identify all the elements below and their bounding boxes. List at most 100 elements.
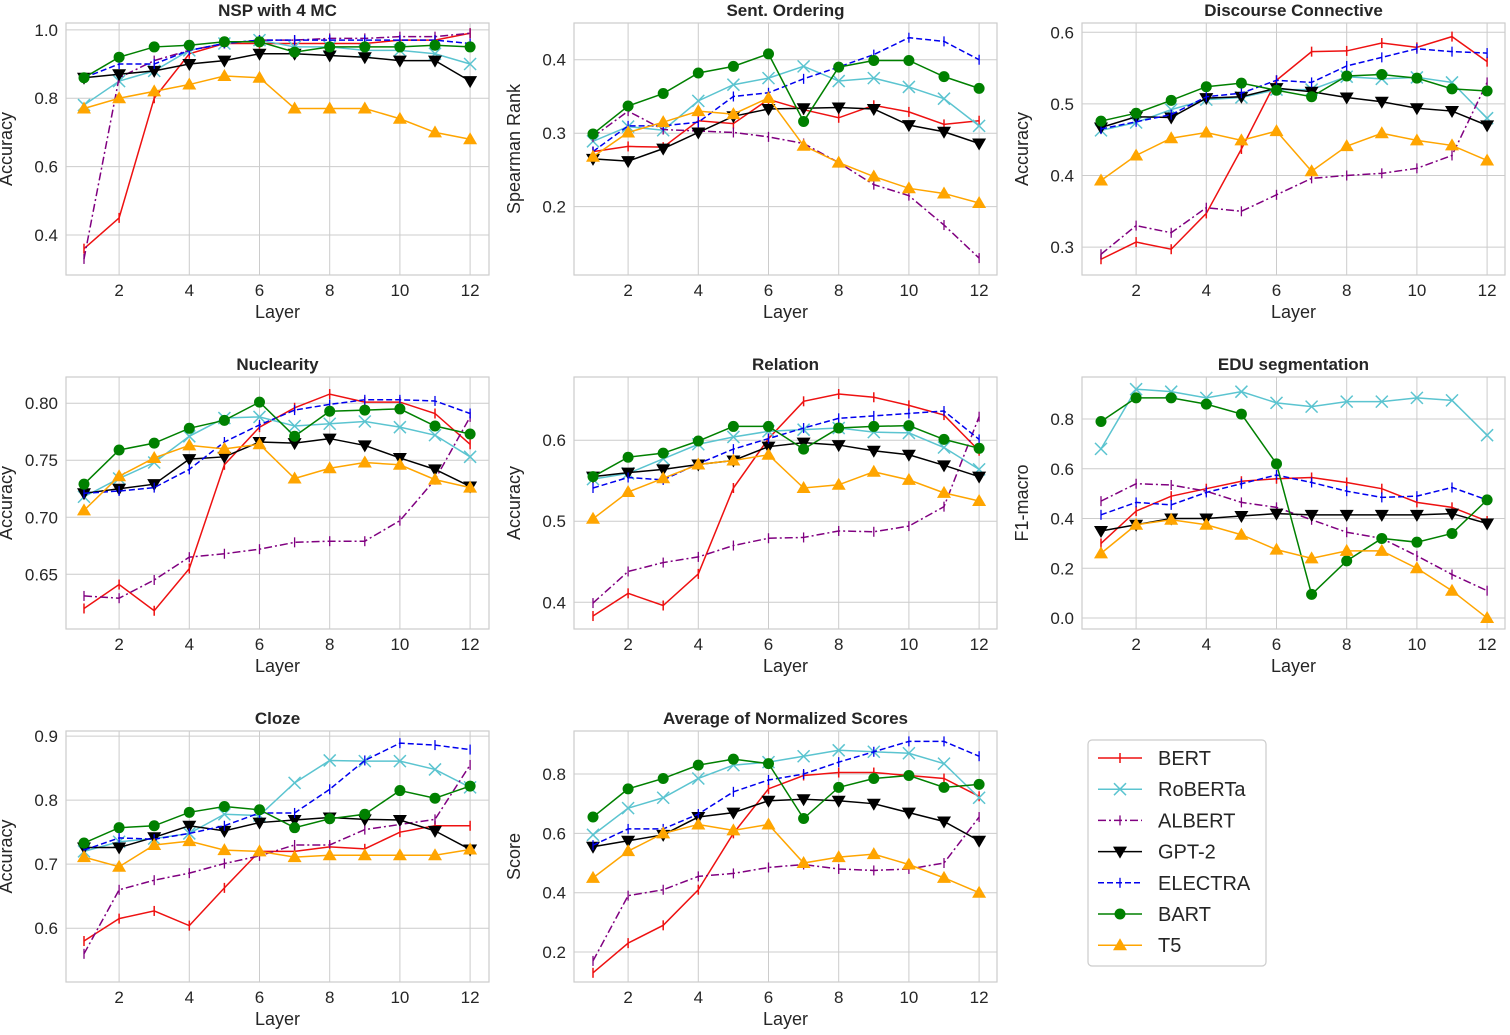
series-t5 xyxy=(586,817,987,898)
data-point xyxy=(393,754,407,768)
x-tick-label: 6 xyxy=(255,281,264,300)
data-point xyxy=(218,414,230,426)
data-point xyxy=(78,478,90,490)
data-point xyxy=(657,447,669,459)
data-point xyxy=(1094,173,1108,186)
data-point xyxy=(691,127,706,140)
series-line xyxy=(1100,87,1488,129)
series-line xyxy=(592,424,980,478)
data-point xyxy=(587,811,599,823)
y-tick-label: 0.80 xyxy=(25,394,58,413)
data-point xyxy=(183,806,195,818)
series-line xyxy=(1100,512,1488,532)
data-point xyxy=(1480,153,1495,166)
data-point xyxy=(1445,393,1459,407)
data-point xyxy=(463,480,478,493)
legend-marker xyxy=(1113,782,1127,796)
legend-label: ELECTRA xyxy=(1158,873,1251,895)
data-point xyxy=(357,455,372,468)
data-point xyxy=(183,39,195,51)
data-point xyxy=(252,48,267,61)
data-point xyxy=(1304,551,1319,564)
y-tick-label: 0.6 xyxy=(542,824,566,843)
series-line xyxy=(592,410,980,489)
y-tick-label: 0.4 xyxy=(542,593,566,612)
y-tick-label: 0.6 xyxy=(34,158,58,177)
y-axis-label: Accuracy xyxy=(0,466,16,540)
data-point xyxy=(394,785,406,797)
data-point xyxy=(392,111,407,124)
x-tick-label: 2 xyxy=(623,988,632,1007)
data-point xyxy=(392,457,407,470)
series-line xyxy=(1100,48,1488,130)
data-point xyxy=(972,791,986,805)
data-point xyxy=(726,823,741,836)
data-point xyxy=(112,469,127,482)
legend-item: ELECTRA xyxy=(1098,873,1251,895)
data-point xyxy=(428,848,442,861)
data-point xyxy=(972,119,986,133)
data-point xyxy=(357,52,372,65)
x-tick-label: 12 xyxy=(970,281,989,300)
data-point xyxy=(428,464,442,477)
data-point xyxy=(657,88,669,100)
data-point xyxy=(217,451,232,464)
legend: BERT RoBERTa ALBERT GPT-2 ELECTRA BART T5 xyxy=(1087,739,1267,967)
data-point xyxy=(182,429,196,443)
data-point xyxy=(182,820,197,833)
data-point xyxy=(1411,536,1423,548)
data-point xyxy=(796,856,811,869)
series-line xyxy=(1100,474,1488,516)
data-point xyxy=(901,807,916,820)
x-tick-label: 6 xyxy=(764,635,773,654)
data-point xyxy=(252,817,267,830)
data-point xyxy=(324,41,336,53)
data-point xyxy=(113,51,125,63)
data-point xyxy=(656,143,671,156)
series-line xyxy=(592,97,980,204)
data-point xyxy=(463,57,477,71)
data-point xyxy=(322,50,337,63)
data-point xyxy=(831,477,846,490)
data-point xyxy=(77,850,91,863)
series-line xyxy=(83,39,471,79)
data-point xyxy=(217,843,232,856)
data-point xyxy=(761,71,776,85)
y-tick-label: 0.6 xyxy=(542,431,566,450)
data-point xyxy=(1199,517,1214,530)
series-line xyxy=(592,106,980,162)
series-line xyxy=(83,437,471,495)
data-point xyxy=(252,410,267,424)
data-point xyxy=(656,791,670,805)
series-bart xyxy=(1095,392,1493,600)
series-electra xyxy=(1100,470,1488,520)
data-point xyxy=(429,39,441,51)
x-axis-label: Layer xyxy=(763,1009,808,1029)
y-tick-label: 0.70 xyxy=(25,508,58,527)
data-point xyxy=(832,74,846,88)
legend-box xyxy=(1087,739,1267,967)
x-tick-label: 8 xyxy=(834,281,843,300)
data-point xyxy=(763,758,774,770)
y-tick-label: 0.4 xyxy=(34,226,58,245)
data-point xyxy=(1481,494,1493,506)
data-point xyxy=(763,48,774,60)
data-point xyxy=(726,107,741,120)
series-line xyxy=(1100,388,1488,450)
subplot-4: 2 4 6 8 10 12 0.4 0.5 0.6 Relation Layer Accuracy xyxy=(504,355,998,676)
data-point xyxy=(464,41,476,53)
y-tick-label: 0.4 xyxy=(542,51,566,70)
data-point xyxy=(148,41,160,53)
subplot-title: Relation xyxy=(752,355,819,374)
data-point xyxy=(1339,543,1354,556)
data-point xyxy=(901,120,916,133)
subplot-7: 2 4 6 8 10 12 0.2 0.4 0.6 0.8 Average of Normalize… xyxy=(504,709,998,1029)
y-tick-label: 0.5 xyxy=(542,512,566,531)
series-line xyxy=(592,758,980,820)
data-point xyxy=(113,444,125,456)
data-point xyxy=(972,471,987,484)
data-point xyxy=(464,780,476,792)
subplot-title: NSP with 4 MC xyxy=(218,1,337,20)
x-axis-label: Layer xyxy=(1271,302,1316,322)
